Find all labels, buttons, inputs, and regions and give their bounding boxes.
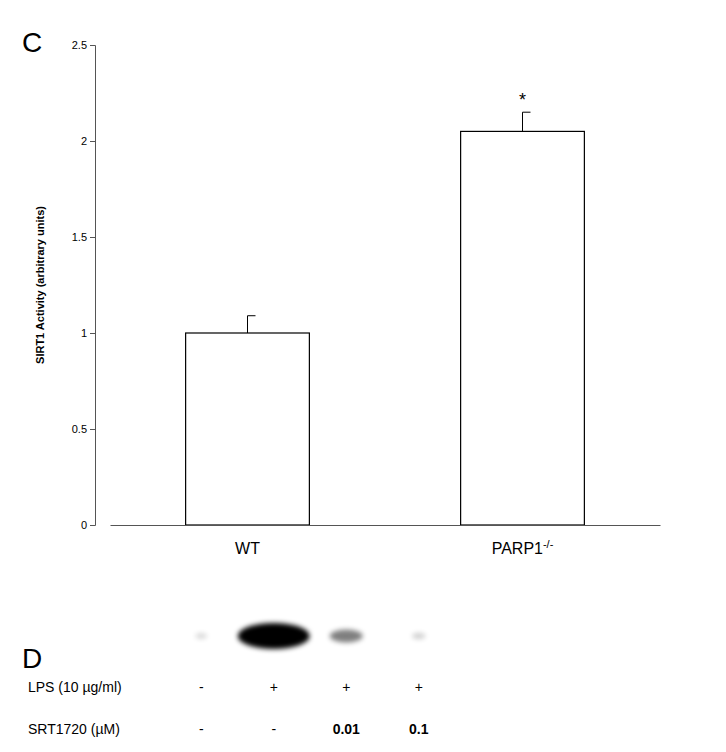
lane-treatment: + bbox=[270, 679, 278, 695]
bar bbox=[461, 131, 585, 525]
blot-band bbox=[238, 623, 310, 649]
error-bar bbox=[248, 316, 256, 333]
panel-label: D bbox=[22, 643, 42, 674]
error-bar-cap bbox=[523, 112, 531, 113]
blot-bands bbox=[195, 623, 425, 649]
y-tick-mark bbox=[90, 429, 95, 430]
lane-treatment: - bbox=[271, 721, 276, 737]
lane-treatment: 0.1 bbox=[409, 721, 429, 737]
y-tick-mark bbox=[90, 141, 95, 142]
y-tick-label: 0 bbox=[81, 519, 87, 531]
lane-treatment: + bbox=[342, 679, 350, 695]
y-tick-mark bbox=[90, 237, 95, 238]
row-label: LPS (10 µg/ml) bbox=[28, 679, 122, 695]
figure: C 0 0.5 1 1.5 2 2.5 SIRT1 Activity (arbitrary u… bbox=[0, 0, 726, 752]
error-bar-stem bbox=[247, 316, 248, 333]
blot-band bbox=[195, 633, 207, 639]
x-tick-label: WT bbox=[235, 540, 260, 557]
y-tick: 0.5 bbox=[72, 423, 95, 435]
lane-treatment: + bbox=[415, 679, 423, 695]
y-tick: 2.5 bbox=[72, 39, 95, 51]
y-tick: 1 bbox=[81, 327, 95, 339]
lane-treatment: - bbox=[199, 679, 204, 695]
y-tick-label: 0.5 bbox=[72, 423, 87, 435]
y-tick-mark bbox=[90, 525, 95, 526]
x-tick-label: PARP1-/- bbox=[492, 538, 554, 557]
panel-label: C bbox=[22, 27, 42, 58]
y-tick-label: 1.5 bbox=[72, 231, 87, 243]
x-tick: PARP1-/- bbox=[492, 525, 554, 557]
lane-treatment: - bbox=[199, 721, 204, 737]
significance-marker: * bbox=[519, 90, 526, 110]
y-tick-label: 1 bbox=[81, 327, 87, 339]
y-axis-line bbox=[90, 46, 96, 526]
y-axis: 0 0.5 1 1.5 2 2.5 bbox=[72, 39, 96, 531]
x-tick: WT bbox=[235, 525, 260, 557]
row-label: SRT1720 (µM) bbox=[28, 721, 120, 737]
y-tick-label: 2.5 bbox=[72, 39, 87, 51]
y-tick: 1.5 bbox=[72, 231, 95, 243]
y-axis-title: SIRT1 Activity (arbitrary units) bbox=[34, 206, 46, 364]
bars bbox=[186, 112, 585, 525]
error-bar bbox=[523, 112, 531, 131]
lane-treatment: 0.01 bbox=[333, 721, 360, 737]
y-tick-mark bbox=[90, 333, 95, 334]
blot-band bbox=[412, 633, 426, 640]
y-tick: 2 bbox=[81, 135, 95, 147]
bar bbox=[186, 333, 310, 525]
x-axis-line bbox=[111, 525, 661, 526]
error-bar-stem bbox=[522, 112, 523, 131]
x-axis: WT PARP1-/- bbox=[111, 525, 661, 557]
y-tick-label: 2 bbox=[81, 135, 87, 147]
error-bar-cap bbox=[248, 315, 256, 316]
y-tick: 0 bbox=[81, 519, 95, 531]
y-tick-mark bbox=[90, 45, 95, 46]
blot-band bbox=[330, 630, 363, 643]
